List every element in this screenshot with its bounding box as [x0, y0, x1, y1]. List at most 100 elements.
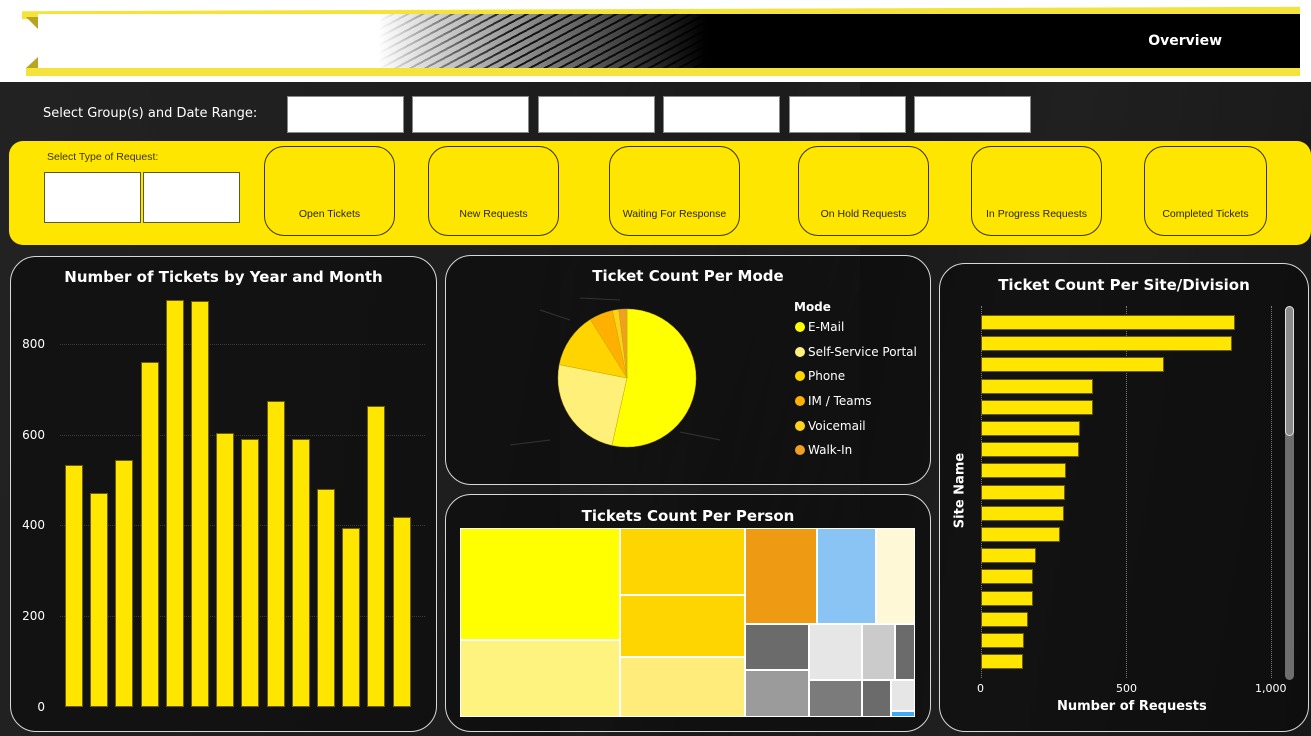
request-type-slicer-2[interactable] — [143, 172, 240, 223]
chart-title: Number of Tickets by Year and Month — [64, 268, 383, 286]
column-bar[interactable] — [291, 439, 310, 707]
site-bar[interactable] — [981, 505, 1064, 521]
legend-dot-icon — [795, 371, 805, 381]
column-bar[interactable] — [165, 300, 184, 707]
column-bar[interactable] — [115, 460, 134, 707]
scrollbar-track[interactable] — [1285, 306, 1294, 680]
banner-notch — [26, 17, 38, 29]
treemap-cell[interactable] — [862, 624, 895, 680]
treemap-cell[interactable] — [745, 624, 809, 670]
legend-label: IM / Teams — [808, 394, 872, 408]
waiting-for-response-button[interactable]: Waiting For Response — [609, 146, 740, 236]
site-bar[interactable] — [981, 654, 1024, 670]
pie-slice[interactable] — [618, 308, 628, 379]
on-hold-requests-button[interactable]: On Hold Requests — [798, 146, 929, 236]
request-type-slicer-1[interactable] — [44, 172, 141, 223]
treemap-cell[interactable] — [876, 528, 915, 624]
column-bar[interactable] — [266, 401, 285, 707]
site-bar[interactable] — [981, 399, 1093, 415]
date-range-start[interactable] — [789, 96, 906, 133]
legend-item[interactable]: Phone — [795, 369, 845, 383]
site-bar[interactable] — [981, 611, 1028, 627]
site-bar[interactable] — [981, 357, 1164, 373]
completed-tickets-button[interactable]: Completed Tickets — [1144, 146, 1267, 236]
scrollbar-thumb[interactable] — [1285, 306, 1294, 436]
tile-label: On Hold Requests — [820, 208, 907, 220]
group-slicer-1[interactable] — [287, 96, 404, 133]
column-bar[interactable] — [140, 362, 159, 707]
pie-chart[interactable] — [480, 290, 790, 470]
site-bar[interactable] — [981, 336, 1233, 352]
legend-item[interactable]: Voicemail — [795, 419, 866, 433]
site-bar[interactable] — [981, 548, 1037, 564]
x-axis-label: Number of Requests — [1057, 699, 1207, 714]
group-slicer-2[interactable] — [412, 96, 529, 133]
banner-notch — [26, 57, 38, 68]
column-bar[interactable] — [317, 489, 335, 707]
site-bar[interactable] — [981, 569, 1033, 585]
column-bar[interactable] — [216, 433, 235, 707]
y-tick-800: 800 — [22, 337, 45, 351]
treemap-cell[interactable] — [745, 528, 817, 624]
new-requests-button[interactable]: New Requests — [428, 146, 559, 236]
legend-item[interactable]: E-Mail — [795, 320, 844, 334]
treemap-cell[interactable] — [620, 657, 745, 717]
legend-item[interactable]: IM / Teams — [795, 394, 872, 408]
column-bar[interactable] — [65, 465, 83, 707]
legend-label: E-Mail — [808, 320, 845, 334]
column-bar[interactable] — [342, 528, 361, 707]
in-progress-requests-button[interactable]: In Progress Requests — [971, 146, 1102, 236]
banner-bottom-stripe — [26, 68, 1300, 76]
tile-label: Open Tickets — [298, 208, 361, 220]
chart-title: Ticket Count Per Site/Division — [998, 276, 1250, 294]
site-bar[interactable] — [981, 590, 1033, 606]
date-range-end[interactable] — [914, 96, 1031, 133]
column-bar[interactable] — [367, 406, 386, 707]
x-tick-0: 0 — [977, 682, 984, 695]
legend-dot-icon — [795, 396, 805, 406]
request-type-label: Select Type of Request: — [47, 151, 159, 163]
treemap-cell[interactable] — [620, 595, 745, 657]
column-bar[interactable] — [191, 301, 209, 707]
legend-item[interactable]: Walk-In — [795, 443, 852, 457]
gridline — [1126, 306, 1127, 678]
treemap-cell[interactable] — [620, 528, 745, 595]
open-tickets-button[interactable]: Open Tickets — [264, 146, 395, 236]
legend-item[interactable]: Self-Service Portal — [795, 345, 917, 359]
treemap[interactable] — [460, 528, 915, 717]
gridline — [60, 344, 425, 345]
gridline — [1271, 306, 1272, 678]
treemap-cell[interactable] — [460, 640, 620, 717]
banner-stripe-pattern — [378, 14, 718, 70]
site-bar[interactable] — [981, 315, 1236, 330]
treemap-cell[interactable] — [745, 670, 809, 717]
treemap-cell[interactable] — [809, 680, 862, 717]
site-bar[interactable] — [981, 442, 1080, 458]
pie-slice[interactable] — [559, 319, 628, 379]
group-slicer-3[interactable] — [538, 96, 655, 133]
treemap-cell[interactable] — [891, 680, 915, 711]
leader-line — [579, 297, 621, 301]
column-bar[interactable] — [241, 439, 260, 707]
site-bar[interactable] — [981, 527, 1060, 542]
treemap-cell[interactable] — [817, 528, 876, 624]
legend-label: Walk-In — [808, 443, 853, 457]
site-bar[interactable] — [981, 463, 1066, 479]
group-slicer-4[interactable] — [663, 96, 780, 133]
legend-label: Self-Service Portal — [808, 345, 917, 359]
column-bar[interactable] — [392, 517, 411, 707]
tile-label: New Requests — [459, 208, 528, 220]
site-bar[interactable] — [981, 421, 1080, 436]
treemap-cell[interactable] — [460, 528, 620, 640]
site-bar[interactable] — [981, 633, 1024, 648]
site-bar[interactable] — [981, 378, 1093, 394]
site-bar[interactable] — [981, 484, 1066, 500]
treemap-cell[interactable] — [862, 680, 891, 717]
treemap-cell[interactable] — [891, 711, 915, 717]
treemap-cell[interactable] — [809, 624, 862, 680]
treemap-cell[interactable] — [895, 624, 915, 680]
pie-slice[interactable] — [557, 364, 628, 446]
tile-label: In Progress Requests — [986, 208, 1087, 220]
column-bar[interactable] — [90, 493, 109, 707]
pie-slice[interactable] — [611, 308, 697, 448]
